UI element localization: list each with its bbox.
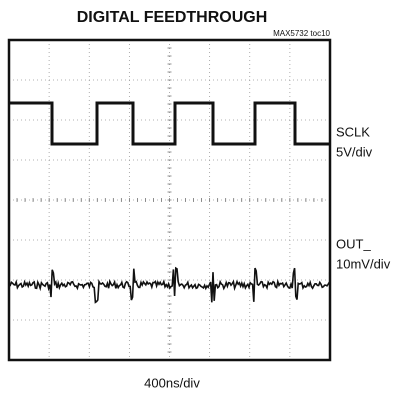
timebase: 400ns/div [144, 375, 200, 390]
channel-scale: 5V/div [336, 144, 373, 159]
channel-scale: 10mV/div [336, 256, 391, 271]
figure-title: DIGITAL FEEDTHROUGH [77, 9, 268, 26]
figure-tag: MAX5732 toc10 [273, 29, 330, 38]
scope-grid [8, 39, 331, 361]
channel-name: OUT_ [336, 236, 371, 251]
scope-frame [7, 38, 332, 362]
out-trace [8, 266, 331, 304]
channel-name: SCLK [336, 124, 370, 139]
sclk-trace [9, 101, 330, 146]
